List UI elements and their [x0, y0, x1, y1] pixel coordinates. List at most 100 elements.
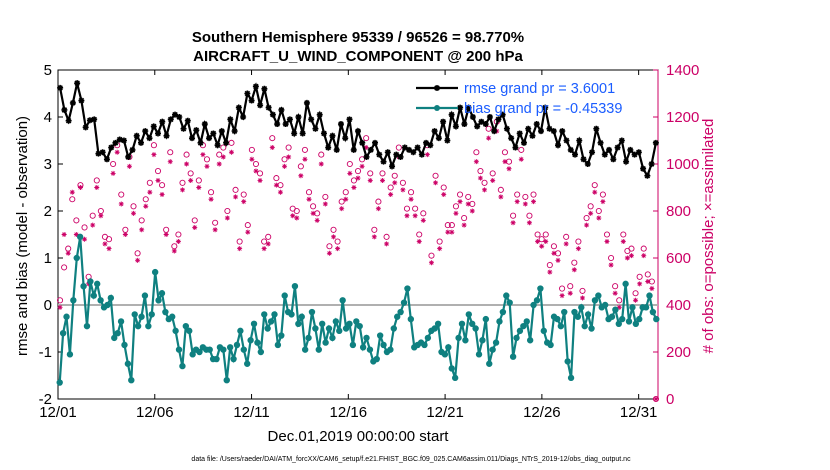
obs-assimilated-marker: [592, 189, 598, 195]
rmse-marker: [631, 151, 638, 158]
rmse-marker: [137, 139, 144, 146]
obs-possible-marker: [216, 151, 223, 158]
rmse-marker: [567, 146, 574, 153]
obs-assimilated-marker: [535, 239, 541, 245]
rmse-marker: [418, 151, 425, 158]
obs-possible-marker: [212, 219, 219, 226]
y2-tick-label: 400: [666, 297, 691, 314]
bias-marker: [588, 325, 595, 332]
rmse-marker: [180, 125, 187, 132]
x-tick-label: 12/11: [233, 404, 269, 421]
obs-assimilated-marker: [228, 149, 234, 155]
obs-possible-marker: [110, 160, 117, 168]
obs-possible-marker: [159, 182, 166, 189]
rmse-marker: [635, 149, 642, 156]
bias-marker: [104, 301, 111, 309]
bias-marker: [291, 283, 299, 290]
obs-possible-marker: [191, 217, 198, 224]
obs-possible-marker: [481, 179, 488, 186]
y-axis-label: rmse and bias (model - observation): [14, 116, 31, 356]
bias-marker: [151, 268, 159, 276]
rmse-marker: [593, 125, 600, 132]
obs-possible-marker: [612, 283, 619, 290]
rmse-marker: [223, 139, 230, 146]
y-tick-label: 0: [44, 297, 52, 314]
bias-marker: [472, 325, 479, 332]
obs-possible-marker: [297, 163, 304, 170]
obs-assimilated-marker: [286, 154, 292, 160]
obs-assimilated-marker: [220, 154, 226, 160]
obs-possible-marker: [375, 198, 382, 205]
bias-marker: [451, 374, 459, 382]
obs-assimilated-marker: [159, 192, 165, 198]
obs-possible-marker: [203, 156, 211, 163]
obs-possible-marker: [567, 283, 574, 290]
rmse-marker: [495, 116, 502, 123]
rmse-marker: [210, 130, 217, 137]
bias-marker: [346, 320, 353, 327]
obs-possible-marker: [367, 170, 374, 177]
obs-possible-marker: [93, 177, 100, 184]
bias-marker: [315, 346, 322, 353]
bias-marker: [141, 292, 149, 299]
bias-marker: [646, 292, 653, 299]
obs-assimilated-marker: [82, 236, 88, 242]
obs-assimilated-marker: [224, 215, 230, 221]
obs-assimilated-marker: [294, 215, 300, 221]
bias-marker: [308, 308, 316, 316]
obs-assimilated-marker: [539, 243, 545, 249]
rmse-marker: [295, 114, 302, 120]
rmse-marker: [155, 130, 161, 137]
rmse-marker: [78, 97, 85, 104]
bias-marker: [373, 355, 380, 363]
rmse-marker: [457, 104, 464, 111]
rmse-marker: [184, 117, 191, 124]
bias-marker: [492, 339, 500, 346]
bias-marker: [264, 325, 271, 332]
bias-marker: [271, 311, 278, 318]
obs-possible-marker: [69, 196, 76, 203]
rmse-marker: [618, 137, 625, 144]
obs-assimilated-marker: [155, 177, 161, 183]
rmse-marker: [589, 149, 596, 156]
obs-possible-marker: [130, 203, 137, 210]
rmse-marker: [533, 121, 540, 128]
x-tick-label: 12/16: [330, 404, 368, 421]
obs-assimilated-marker: [498, 194, 504, 200]
obs-possible-marker: [420, 210, 427, 217]
bias-marker: [339, 297, 346, 304]
bias-marker: [366, 346, 374, 353]
rmse-marker: [380, 158, 387, 165]
obs-assimilated-marker: [126, 163, 132, 169]
rmse-marker: [312, 125, 319, 132]
obs-assimilated-marker: [147, 189, 153, 195]
obs-possible-marker: [591, 182, 598, 189]
obs-assimilated-marker: [122, 232, 128, 237]
obs-possible-marker: [150, 142, 157, 149]
obs-assimilated-marker: [94, 185, 100, 190]
bias-marker: [220, 346, 227, 353]
bias-marker: [70, 297, 77, 304]
rmse-marker: [376, 151, 383, 158]
rmse-marker: [350, 146, 357, 153]
bias-marker: [506, 299, 513, 306]
obs-assimilated-marker: [302, 156, 308, 162]
obs-assimilated-marker: [388, 192, 394, 198]
rmse-marker: [112, 139, 119, 146]
obs-assimilated-marker: [322, 201, 328, 207]
obs-assimilated-marker: [277, 189, 283, 195]
rmse-marker: [329, 132, 336, 139]
rmse-marker: [142, 128, 149, 135]
obs-assimilated-marker: [196, 185, 202, 190]
obs-assimilated-marker: [612, 290, 618, 296]
y-tick-label: 2: [44, 203, 52, 220]
bias-marker: [131, 311, 138, 318]
bias-marker: [516, 327, 524, 335]
obs-possible-marker: [444, 222, 451, 229]
bias-marker: [247, 337, 254, 344]
obs-possible-marker: [89, 212, 96, 219]
obs-possible-marker: [273, 175, 280, 182]
obs-assimilated-marker: [588, 210, 594, 216]
rmse-marker: [584, 161, 591, 167]
rmse-marker: [414, 144, 421, 151]
